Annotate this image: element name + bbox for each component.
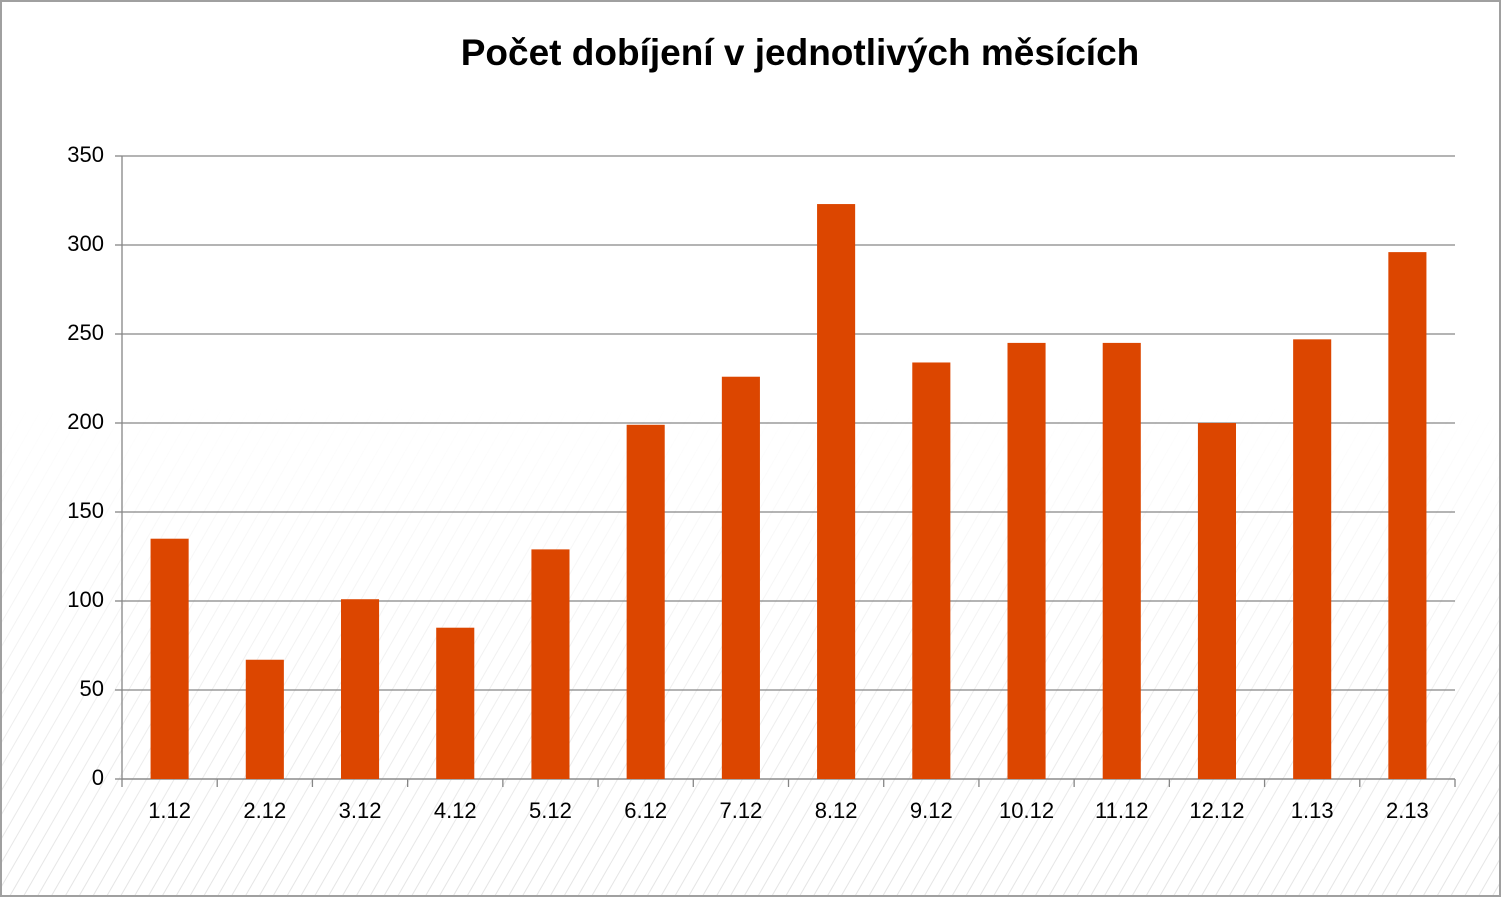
bar [626, 424, 665, 779]
y-tick-label: 250 [67, 320, 104, 345]
y-tick-label: 300 [67, 231, 104, 256]
x-tick-label: 11.12 [1095, 798, 1148, 823]
y-tick-label: 350 [67, 142, 104, 167]
bar [912, 362, 951, 779]
y-tick-label: 0 [92, 765, 104, 790]
x-tick-label: 10.12 [999, 798, 1054, 823]
x-tick-label: 3.12 [339, 798, 382, 823]
bar [340, 599, 380, 779]
x-tick-label: 2.13 [1386, 798, 1429, 823]
y-tick-label: 50 [80, 676, 104, 701]
x-tick-label: 2.12 [243, 798, 286, 823]
bar [1197, 423, 1237, 779]
bar [817, 204, 856, 779]
bar [721, 376, 760, 779]
bar [1388, 252, 1427, 779]
y-tick-label: 100 [67, 587, 104, 612]
x-tick-label: 1.13 [1291, 798, 1334, 823]
x-tick-label: 1.12 [148, 798, 191, 823]
bar [531, 549, 570, 779]
x-tick-label: 4.12 [434, 798, 477, 823]
bar [1102, 342, 1141, 779]
bar [1293, 339, 1332, 779]
bar [150, 538, 189, 779]
x-tick-label: 9.12 [910, 798, 953, 823]
y-tick-label: 150 [67, 498, 104, 523]
bar [1007, 342, 1046, 779]
x-tick-label: 8.12 [815, 798, 858, 823]
y-tick-label: 200 [67, 409, 104, 434]
bar [245, 659, 284, 779]
x-tick-label: 6.12 [624, 798, 667, 823]
x-tick-label: 7.12 [719, 798, 762, 823]
bar [436, 627, 475, 779]
chart-title: Počet dobíjení v jednotlivých měsících [461, 32, 1140, 73]
x-tick-label: 12.12 [1189, 798, 1244, 823]
x-tick-label: 5.12 [529, 798, 572, 823]
